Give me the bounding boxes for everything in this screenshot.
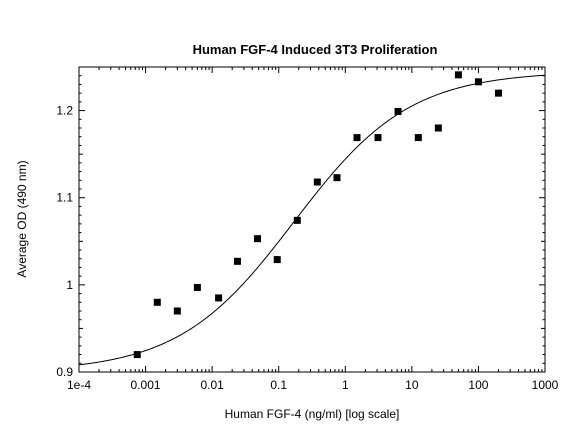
- x-tick-label: 100: [468, 378, 488, 392]
- x-tick-label: 0.01: [200, 378, 224, 392]
- y-axis-label: Average OD (490 nm): [15, 160, 29, 277]
- data-point: [293, 216, 301, 224]
- data-point: [253, 235, 261, 243]
- data-point: [414, 134, 422, 142]
- data-point: [333, 174, 341, 182]
- data-point: [173, 307, 181, 315]
- y-tick-label: 1: [66, 278, 73, 292]
- data-point: [273, 256, 281, 264]
- x-tick-label: 1: [342, 378, 349, 392]
- data-point: [215, 294, 223, 302]
- y-axis: 0.9 1 1.1 1.2: [56, 75, 545, 379]
- x-axis: 1e-4 0.001 0.01 0.1 1 10 100 1000: [67, 67, 559, 392]
- data-point: [153, 298, 161, 306]
- x-axis-label: Human FGF-4 (ng/ml) [log scale]: [225, 407, 400, 421]
- x-tick-label: 0.1: [270, 378, 287, 392]
- data-point: [494, 89, 502, 97]
- data-points: [133, 71, 502, 359]
- data-point: [434, 124, 442, 132]
- data-point: [474, 78, 482, 86]
- data-point: [394, 107, 402, 115]
- chart-title: Human FGF-4 Induced 3T3 Proliferation: [193, 42, 438, 57]
- fit-curve: [78, 74, 546, 366]
- x-tick-label: 1e-4: [67, 378, 91, 392]
- data-point: [233, 257, 241, 265]
- x-tick-label: 1000: [532, 378, 559, 392]
- data-point: [374, 134, 382, 142]
- y-tick-label: 1.2: [56, 104, 73, 118]
- data-point: [133, 351, 141, 359]
- data-point: [193, 283, 201, 291]
- plot-frame: [78, 66, 546, 373]
- y-tick-label: 0.9: [56, 365, 73, 379]
- data-point: [454, 71, 462, 79]
- data-point: [353, 134, 361, 142]
- y-tick-label: 1.1: [56, 191, 73, 205]
- x-tick-label: 0.001: [131, 378, 161, 392]
- x-tick-label: 10: [405, 378, 419, 392]
- data-point: [313, 178, 321, 186]
